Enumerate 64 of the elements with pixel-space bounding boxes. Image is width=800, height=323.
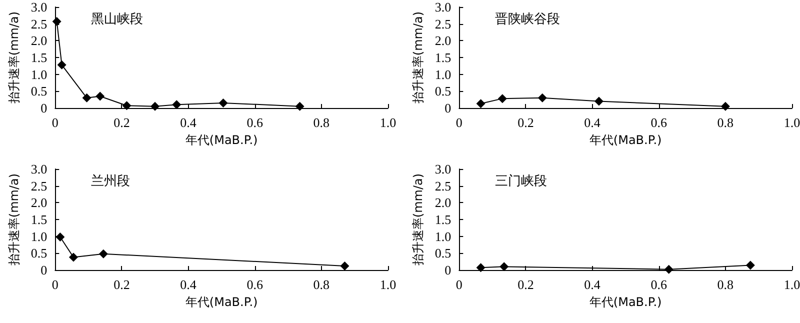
- chart-title: 兰州段: [91, 174, 130, 189]
- x-tick-label: 0.8: [313, 115, 330, 130]
- y-tick-label: 1.0: [434, 228, 452, 244]
- x-tick-label: 0.4: [584, 277, 601, 292]
- y-tick-label: 0.5: [434, 84, 452, 99]
- y-tick-label: 2.0: [30, 195, 48, 210]
- chart-title: 晋陕峡谷段: [495, 12, 560, 27]
- x-tick-label: 0: [52, 277, 58, 292]
- y-tick-label: 0.5: [30, 84, 48, 99]
- x-tick-label: 0.2: [114, 277, 130, 292]
- x-tick-label: 0.6: [246, 115, 264, 130]
- y-tick-label: 0: [444, 100, 452, 116]
- x-tick-label: 0: [456, 277, 462, 292]
- y-tick-label: 1.0: [30, 228, 48, 244]
- x-tick-label: 0.4: [180, 115, 197, 130]
- x-tick-label: 0.2: [518, 277, 534, 292]
- x-tick-label: 0.4: [180, 277, 197, 292]
- x-tick-label: 0.6: [650, 115, 668, 130]
- y-tick-label: 1.5: [434, 50, 452, 65]
- y-tick-label: 1.0: [30, 66, 48, 82]
- x-tick-label: 0.6: [650, 277, 668, 292]
- y-tick-label: 3.0: [434, 162, 452, 176]
- y-tick-label: 1.5: [434, 212, 452, 227]
- y-tick-label: 2.5: [30, 178, 48, 194]
- y-tick-label: 0: [444, 262, 452, 278]
- chart-title: 黑山峡段: [91, 12, 143, 27]
- x-tick-label: 0: [456, 115, 462, 130]
- x-tick-label: 1.0: [380, 115, 396, 130]
- y-axis-title: 抬升速率(mm/a): [7, 11, 21, 104]
- x-axis-title: 年代(MaB.P.): [589, 295, 662, 309]
- x-tick-label: 0.2: [518, 115, 534, 130]
- y-tick-label: 3.0: [434, 0, 452, 14]
- x-axis-title: 年代(MaB.P.): [185, 295, 258, 309]
- y-tick-label: 2.0: [434, 33, 452, 48]
- y-tick-label: 2.5: [434, 178, 452, 194]
- y-tick-label: 3.0: [30, 162, 48, 176]
- y-axis-title: 抬升速率(mm/a): [7, 173, 21, 266]
- y-axis-title: 抬升速率(mm/a): [411, 11, 425, 104]
- y-tick-label: 0.5: [434, 246, 452, 261]
- x-tick-label: 1.0: [784, 277, 800, 292]
- y-tick-label: 2.5: [30, 16, 48, 32]
- y-axis-title: 抬升速率(mm/a): [411, 173, 425, 266]
- y-tick-label: 0: [40, 100, 48, 116]
- x-tick-label: 0.8: [717, 277, 734, 292]
- x-tick-label: 0: [52, 115, 58, 130]
- y-tick-label: 1.0: [434, 66, 452, 82]
- x-tick-label: 1.0: [784, 115, 800, 130]
- chart-title: 三门峡段: [495, 173, 547, 189]
- y-tick-label: 1.5: [30, 50, 48, 65]
- x-axis-title: 年代(MaB.P.): [185, 133, 258, 147]
- y-tick-label: 3.0: [30, 0, 48, 14]
- x-axis-title: 年代(MaB.P.): [589, 133, 662, 147]
- x-tick-label: 0.4: [584, 115, 601, 130]
- y-tick-label: 0: [40, 262, 48, 278]
- y-tick-label: 2.0: [434, 195, 452, 210]
- x-tick-label: 0.8: [313, 277, 330, 292]
- y-tick-label: 1.5: [30, 212, 48, 227]
- y-tick-label: 2.5: [434, 16, 452, 32]
- x-tick-label: 0.2: [114, 115, 130, 130]
- y-tick-label: 2.0: [30, 33, 48, 48]
- x-tick-label: 0.6: [246, 277, 264, 292]
- x-tick-label: 1.0: [380, 277, 396, 292]
- x-tick-label: 0.8: [717, 115, 734, 130]
- y-tick-label: 0.5: [30, 246, 48, 261]
